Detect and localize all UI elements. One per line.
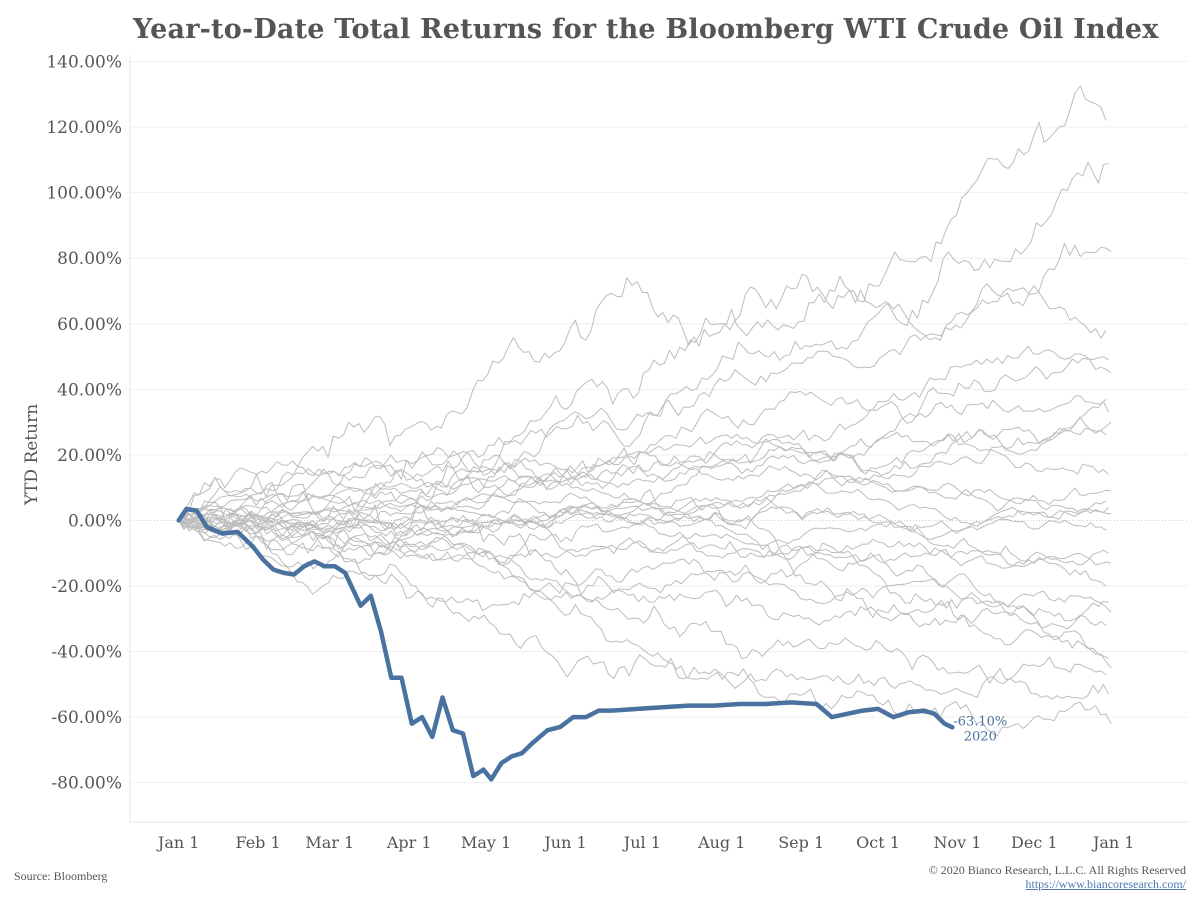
x-tick-label: Jan 1 [1091, 833, 1135, 852]
x-tick-label: Nov 1 [933, 833, 981, 852]
y-tick-label: 60.00% [57, 315, 122, 335]
x-tick-label: Jul 1 [622, 833, 661, 852]
x-tick-label: May 1 [461, 833, 511, 852]
historical-series-line [178, 517, 1112, 613]
historical-series-line [178, 242, 1112, 522]
historical-series-line [178, 482, 1112, 669]
historical-series-line [178, 504, 1112, 737]
historical-series-line [178, 481, 1112, 546]
y-axis-label: YTD Return [22, 404, 42, 506]
series-2020-name-label: 2020 [964, 729, 997, 744]
historical-series-line [178, 161, 1109, 556]
y-tick-label: 120.00% [46, 118, 122, 138]
y-tick-label: 100.00% [46, 184, 122, 204]
historical-series-line [178, 475, 1109, 533]
x-tick-label: Dec 1 [1011, 833, 1058, 852]
historical-series-line [178, 507, 1109, 630]
source-note: Source: Bloomberg [14, 869, 108, 883]
series-2020-end-value-label: -63.10% [953, 714, 1007, 729]
y-tick-label: 80.00% [57, 249, 122, 269]
y-tick-label: -60.00% [51, 708, 122, 728]
highlight-series-group: -63.10%2020 [176, 506, 1007, 782]
axes: 140.00% 120.00% 100.00% 80.00% 60.00% 40.00% 2… [22, 53, 1134, 852]
y-tick-label: 40.00% [57, 380, 122, 400]
y-tick-label: -40.00% [51, 643, 122, 663]
x-tick-label: Jan 1 [156, 833, 200, 852]
y-tick-label: -80.00% [51, 774, 122, 794]
y-tick-label: 20.00% [57, 446, 122, 466]
historical-series-line [178, 519, 1109, 659]
historical-series-line [178, 356, 1109, 529]
historical-series-line [178, 431, 1109, 530]
x-tick-label: Aug 1 [697, 833, 745, 852]
historical-series-group [178, 85, 1112, 737]
historical-series-line [178, 492, 1107, 534]
x-tick-label: Mar 1 [305, 833, 354, 852]
x-tick-label: Jun 1 [542, 833, 586, 852]
historical-series-line [178, 514, 1110, 700]
x-tick-label: Oct 1 [856, 833, 900, 852]
historical-series-line [178, 515, 1107, 698]
y-tick-label: 0.00% [68, 511, 122, 531]
historical-series-line [178, 509, 1109, 566]
y-tick-label: -20.00% [51, 577, 122, 597]
y-tick-label: 140.00% [46, 53, 122, 73]
website-link[interactable]: https://www.biancoresearch.com/ [1025, 877, 1186, 891]
historical-series-line [178, 426, 1107, 558]
x-tick-label: Apr 1 [386, 833, 432, 852]
historical-series-line [178, 285, 1107, 526]
x-tick-label: Sep 1 [778, 833, 824, 852]
historical-series-line [178, 85, 1107, 521]
historical-series-line [178, 505, 1107, 587]
historical-series-line [178, 511, 1112, 569]
x-tick-label: Feb 1 [235, 833, 280, 852]
historical-series-line [178, 496, 1107, 540]
series-2020-line [176, 506, 955, 782]
chart-title: Year-to-Date Total Returns for the Bloom… [133, 14, 1159, 45]
copyright-note: © 2020 Bianco Research, L.L.C. All Right… [928, 863, 1186, 877]
historical-series-line [178, 519, 1107, 626]
historical-series-line [178, 401, 1110, 529]
historical-series-line [178, 451, 1112, 523]
